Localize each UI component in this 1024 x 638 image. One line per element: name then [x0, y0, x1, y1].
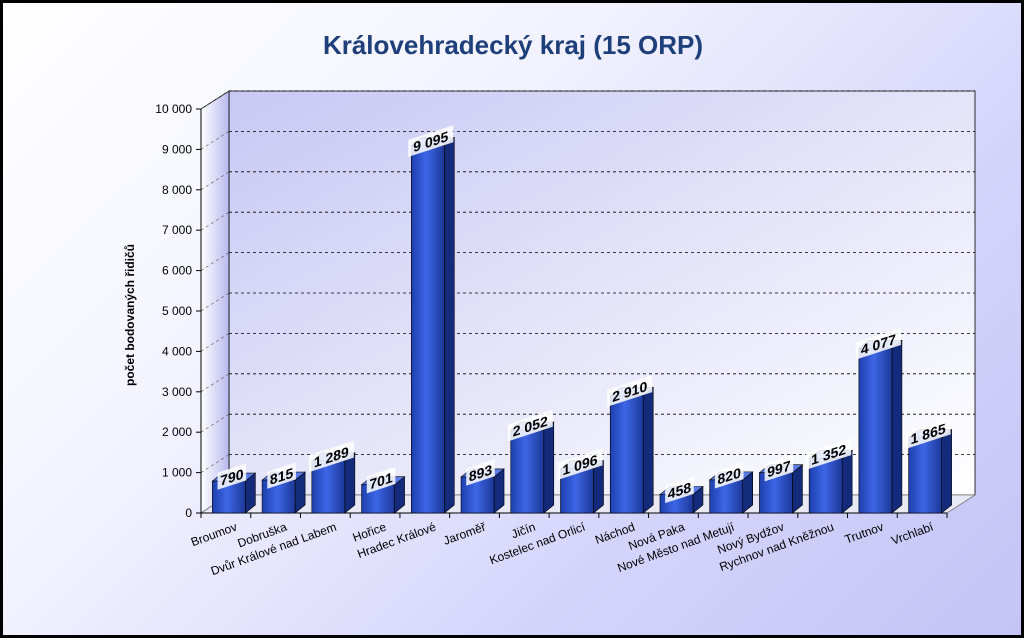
- bar-side: [941, 429, 952, 514]
- bar-side: [443, 136, 455, 514]
- data-label: 893: [466, 459, 495, 486]
- bar-front: [510, 429, 545, 514]
- bar-side: [792, 464, 803, 514]
- data-label-text: 458: [668, 480, 691, 503]
- bar: [907, 429, 953, 514]
- data-label-box: [217, 463, 247, 490]
- y-tick-label: 1 000: [162, 466, 192, 480]
- bar-front: [311, 460, 346, 514]
- bar-front: [858, 347, 893, 514]
- bar-front: [410, 145, 445, 514]
- data-label-box: [806, 438, 852, 470]
- y-tick-label: 9 000: [162, 142, 192, 156]
- data-label-text: 790: [220, 467, 243, 490]
- y-tick-label: 3 000: [162, 385, 192, 399]
- data-label-text: 815: [270, 466, 293, 489]
- data-label: 820: [714, 462, 744, 489]
- data-label-box: [507, 409, 553, 442]
- data-label-box: [665, 476, 694, 504]
- data-label-box: [855, 327, 901, 360]
- bar-front: [908, 437, 942, 514]
- data-label-text: 820: [718, 465, 741, 488]
- side-wall: [200, 90, 230, 514]
- x-tick-label: Vrchlabí: [889, 519, 935, 547]
- bar-side: [841, 449, 853, 514]
- data-label-box: [308, 440, 354, 473]
- bar-side: [642, 386, 654, 514]
- chart-svg: 0 1 000 2 000 3 000 4 000 5 000 6 000 7 000 8 00…: [123, 30, 977, 578]
- bar-side: [891, 339, 903, 514]
- data-label: 815: [267, 462, 296, 489]
- x-tick-label: Jaroměř: [441, 519, 488, 548]
- x-tick-label: Trutnov: [843, 520, 886, 547]
- data-label-box: [267, 462, 296, 489]
- y-tick-label: 10 000: [155, 102, 192, 116]
- y-tick-label: 7 000: [162, 223, 192, 237]
- bar: [410, 136, 456, 514]
- data-label: 997: [764, 455, 794, 482]
- y-tick-label: 5 000: [162, 304, 192, 318]
- data-label: 701: [366, 467, 396, 494]
- y-tick-label: 2 000: [162, 425, 192, 439]
- x-tick-label: Broumov: [189, 520, 239, 550]
- data-label-text: 997: [767, 458, 790, 481]
- data-label-box: [905, 417, 951, 449]
- data-label-box: [557, 448, 603, 481]
- chart-title: Královehradecký kraj (15 ORP): [323, 30, 703, 60]
- bar-side: [543, 421, 555, 514]
- y-tick-label: 0: [185, 506, 192, 520]
- bar-side: [344, 452, 356, 514]
- bar-front: [460, 476, 495, 514]
- data-label-box: [408, 125, 454, 157]
- y-axis-label: počet bodovaných řidičů: [123, 244, 137, 386]
- y-tick-label: 6 000: [162, 264, 192, 278]
- bar: [310, 452, 356, 514]
- data-label-box: [466, 459, 495, 486]
- bar-front: [609, 395, 644, 514]
- y-tick-label: 8 000: [162, 183, 192, 197]
- x-tick-label: Kostelec nad Orlicí: [488, 519, 588, 567]
- data-label: 458: [665, 476, 694, 504]
- data-label-box: [366, 467, 396, 494]
- bar: [609, 386, 655, 514]
- data-label-box: [607, 375, 653, 407]
- data-label-box: [764, 455, 794, 482]
- data-label: 790: [217, 463, 247, 490]
- y-tick-label: 4 000: [162, 344, 192, 358]
- data-label-text: 893: [469, 462, 492, 485]
- data-label-box: [714, 462, 744, 489]
- bar-front: [759, 472, 793, 514]
- bar: [858, 339, 903, 514]
- bar-front: [808, 458, 843, 514]
- data-label-text: 701: [369, 470, 392, 493]
